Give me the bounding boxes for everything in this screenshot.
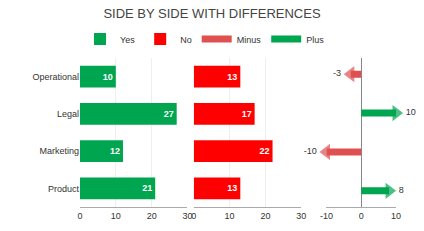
svg-text:10: 10 [225, 211, 235, 221]
svg-text:0: 0 [191, 211, 196, 221]
svg-text:13: 13 [227, 183, 237, 193]
svg-text:-10: -10 [304, 146, 317, 156]
svg-text:10: 10 [103, 72, 113, 82]
svg-text:8: 8 [399, 185, 404, 195]
svg-text:Marketing: Marketing [39, 146, 79, 156]
svg-text:No: No [180, 35, 192, 45]
svg-text:0: 0 [359, 211, 364, 221]
svg-text:10: 10 [391, 211, 401, 221]
svg-text:-3: -3 [333, 68, 341, 78]
svg-text:20: 20 [260, 211, 270, 221]
svg-text:21: 21 [142, 183, 152, 193]
svg-text:Legal: Legal [57, 109, 79, 119]
svg-text:Minus: Minus [237, 35, 262, 45]
svg-text:27: 27 [164, 109, 174, 119]
svg-text:22: 22 [260, 146, 270, 156]
svg-text:10: 10 [111, 211, 121, 221]
svg-text:20: 20 [147, 211, 157, 221]
svg-text:Yes: Yes [120, 35, 135, 45]
svg-text:Product: Product [48, 184, 80, 194]
svg-text:SIDE BY SIDE WITH DIFFERENCES: SIDE BY SIDE WITH DIFFERENCES [103, 6, 321, 21]
svg-text:Operational: Operational [32, 72, 79, 82]
svg-text:10: 10 [406, 107, 416, 117]
svg-text:0: 0 [77, 211, 82, 221]
svg-text:17: 17 [242, 109, 252, 119]
svg-text:30: 30 [296, 211, 306, 221]
svg-text:13: 13 [227, 72, 237, 82]
svg-text:30: 30 [182, 211, 192, 221]
svg-text:12: 12 [110, 146, 120, 156]
svg-text:Plus: Plus [306, 35, 324, 45]
svg-text:-10: -10 [320, 211, 333, 221]
